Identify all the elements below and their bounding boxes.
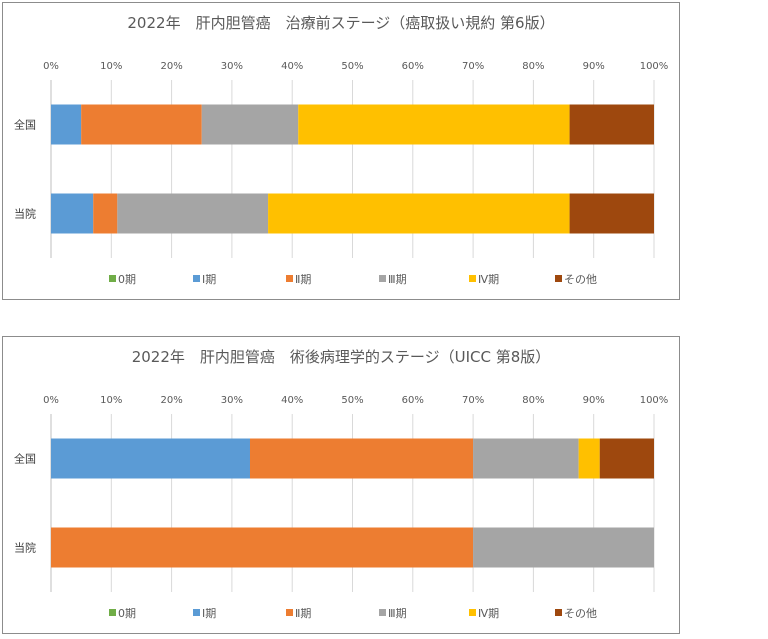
x-tick-label: 10% [100,395,122,406]
legend-swatch [286,609,293,616]
x-tick-label: 60% [402,61,424,72]
category-label: 全国 [14,452,36,466]
legend-swatch [379,275,386,282]
x-tick-label: 70% [462,61,484,72]
chart-title: 2022年 肝内胆管癌 術後病理学的ステージ（UICC 第8版） [131,348,551,366]
legend-label: Ⅲ期 [388,273,407,286]
legend-swatch [469,609,476,616]
x-tick-label: 30% [221,61,243,72]
x-tick-label: 0% [43,395,59,406]
legend-swatch [555,275,562,282]
legend-label: Ⅲ期 [388,607,407,620]
category-label: 全国 [14,118,36,132]
legend-swatch [555,609,562,616]
chart-pretreatment-stage: 2022年 肝内胆管癌 治療前ステージ（癌取扱い規約 第6版） 0% 10% 20%… [2,2,680,300]
bar-segment [298,104,570,145]
bar-segment [51,104,82,145]
legend-swatch [109,275,116,282]
bar-segment [51,527,474,568]
x-tick-label: 100% [640,395,669,406]
legend-label: Ⅳ期 [478,607,499,620]
x-tick-label: 70% [462,395,484,406]
bar-segment [473,438,579,479]
legend-swatch [469,275,476,282]
legend-label: その他 [564,607,597,620]
x-tick-label: 60% [402,395,424,406]
x-tick-label: 90% [583,395,605,406]
chart-title: 2022年 肝内胆管癌 治療前ステージ（癌取扱い規約 第6版） [127,14,555,32]
bar-segment [81,104,202,145]
legend-label: Ⅰ期 [202,273,216,286]
legend-swatch [379,609,386,616]
bar-segment [473,527,654,568]
bar-segment [599,438,654,479]
legend-label: 0期 [118,273,136,286]
bar-segment [569,104,654,145]
bar-segment [51,438,250,479]
legend-label: Ⅱ期 [295,273,311,286]
bar-segment [249,438,474,479]
category-label: 当院 [14,541,36,555]
chart-postop-pathological-stage: 2022年 肝内胆管癌 術後病理学的ステージ（UICC 第8版） 0% 10% 20… [2,336,680,634]
bar-segment [51,193,94,234]
legend-swatch [193,609,200,616]
bar-segment [117,193,269,234]
category-label: 当院 [14,207,36,221]
bar-segment [93,193,118,234]
x-tick-label: 20% [160,395,182,406]
x-tick-label: 100% [640,61,669,72]
bar-segment [578,438,600,479]
legend-label: 0期 [118,607,136,620]
x-tick-label: 80% [522,61,544,72]
legend-label: Ⅰ期 [202,607,216,620]
bar-segment [268,193,570,234]
legend-label: Ⅱ期 [295,607,311,620]
legend-swatch [286,275,293,282]
x-tick-label: 30% [221,395,243,406]
x-tick-label: 90% [583,61,605,72]
legend-swatch [193,275,200,282]
bar-segment [569,193,654,234]
x-tick-label: 40% [281,395,303,406]
legend-label: その他 [564,273,597,286]
x-tick-label: 10% [100,61,122,72]
x-tick-label: 40% [281,61,303,72]
legend-label: Ⅳ期 [478,273,499,286]
x-tick-label: 80% [522,395,544,406]
bar-segment [201,104,299,145]
legend-swatch [109,609,116,616]
x-tick-label: 20% [160,61,182,72]
x-tick-label: 50% [341,395,363,406]
x-tick-label: 0% [43,61,59,72]
x-tick-label: 50% [341,61,363,72]
